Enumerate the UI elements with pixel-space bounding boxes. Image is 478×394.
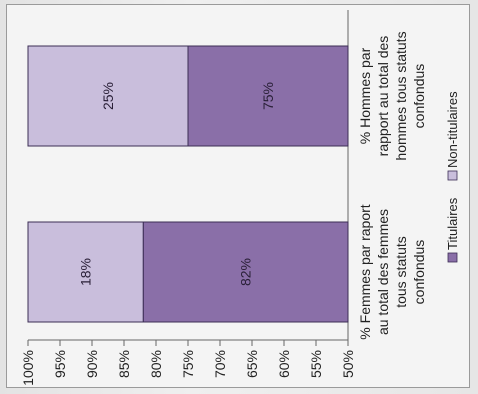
- bar-segment-non-titulaires: [27, 221, 144, 323]
- category-labels: % Femmes par raport au total des femmes to…: [357, 31, 427, 339]
- category-label-line: au total des femmes: [375, 209, 391, 335]
- y-tick-label: 60%: [276, 350, 292, 378]
- y-tick-label: 100%: [20, 350, 36, 386]
- bar-value-label: 18%: [78, 258, 94, 286]
- y-tick-label: 95%: [52, 350, 68, 378]
- y-tick-label: 70%: [212, 350, 228, 378]
- y-tick-label: 85%: [116, 350, 132, 378]
- legend-label: Titulaires: [445, 197, 460, 250]
- y-tick-label: 65%: [244, 350, 260, 378]
- legend-label: Non-titulaires: [445, 91, 460, 168]
- y-tick-label: 75%: [180, 350, 196, 378]
- category-label-line: % Hommes par: [357, 47, 373, 144]
- category-label-line: hommes tous statuts: [393, 31, 409, 160]
- bar-value-label: 75%: [260, 82, 276, 110]
- chart-container: 50% 55% 60% 65% 70% 75% 80% 85% 90% 95% 100% 82% 18…: [8, 6, 470, 392]
- bars-group: [27, 45, 349, 323]
- y-axis-ticks: 50% 55% 60% 65% 70% 75% 80% 85% 90% 95% 100%: [20, 340, 356, 386]
- category-label-line: tous statuts: [393, 236, 409, 308]
- legend-swatch: [447, 170, 458, 181]
- category-label-line: confondus: [411, 64, 427, 129]
- category-label-line: rapport au total des: [375, 36, 391, 157]
- category-label-line: % Femmes par raport: [357, 204, 373, 339]
- bar-value-label: 82%: [238, 258, 254, 286]
- y-tick-label: 80%: [148, 350, 164, 378]
- y-tick-label: 50%: [340, 350, 356, 378]
- y-tick-label: 55%: [308, 350, 324, 378]
- legend: Titulaires Non-titulaires: [445, 91, 460, 263]
- stacked-bar-chart: 50% 55% 60% 65% 70% 75% 80% 85% 90% 95% 100% 82% 18…: [20, 10, 460, 386]
- legend-swatch: [447, 252, 458, 263]
- bar-value-label: 25%: [100, 82, 116, 110]
- bar-data-labels: 82% 18% 75% 25%: [78, 82, 276, 286]
- category-label-line: confondus: [411, 240, 427, 305]
- bar-segment-non-titulaires: [27, 45, 189, 147]
- y-tick-label: 90%: [84, 350, 100, 378]
